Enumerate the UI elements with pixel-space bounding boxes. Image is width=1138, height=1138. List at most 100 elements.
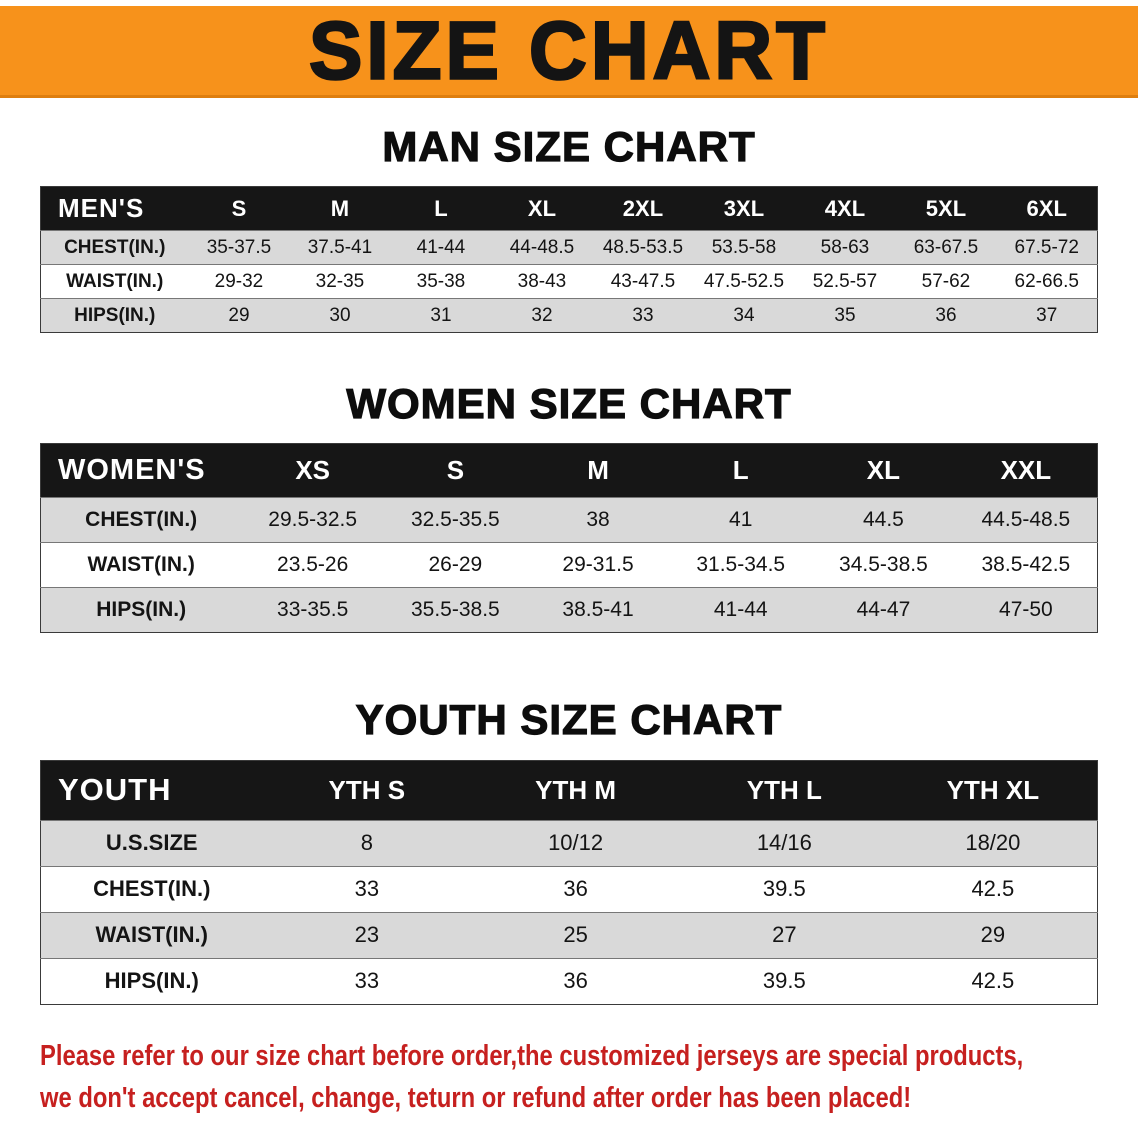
size-header-cell: XL — [812, 443, 955, 498]
size-value-cell: 8 — [262, 820, 472, 867]
size-value-cell: 42.5 — [888, 866, 1098, 913]
size-value-cell: 38.5-42.5 — [954, 542, 1098, 588]
size-value-cell: 27 — [679, 912, 889, 959]
size-value-cell: 44.5-48.5 — [954, 497, 1098, 543]
size-value-cell: 10/12 — [471, 820, 680, 867]
size-value-cell: 44.5 — [812, 497, 955, 543]
size-header-cell: S — [384, 443, 527, 498]
size-value-cell: 35-37.5 — [188, 230, 290, 265]
size-header-cell: YTH M — [471, 760, 680, 821]
size-header-cell: M — [289, 186, 391, 231]
table-name-cell: YOUTH — [40, 760, 263, 821]
page-title: SIZE CHART — [308, 4, 829, 96]
size-value-cell: 26-29 — [384, 542, 527, 588]
size-value-cell: 38 — [526, 497, 670, 543]
size-header-cell: 3XL — [693, 186, 795, 231]
size-value-cell: 38.5-41 — [526, 587, 670, 633]
size-value-cell: 41 — [669, 497, 813, 543]
row-label-cell: HIPS(IN.) — [40, 587, 242, 633]
size-value-cell: 43-47.5 — [592, 264, 694, 299]
row-label-cell: WAIST(IN.) — [40, 542, 242, 588]
size-value-cell: 29-31.5 — [526, 542, 670, 588]
row-label-cell: HIPS(IN.) — [40, 298, 189, 333]
size-value-cell: 67.5-72 — [996, 230, 1098, 265]
measurement-row: WAIST(IN.) 23 25 27 29 — [40, 912, 1098, 959]
size-value-cell: 58-63 — [794, 230, 896, 265]
size-header-cell: 5XL — [895, 186, 997, 231]
measurement-row: CHEST(IN.) 29.5-32.5 32.5-35.5 38 41 44.5 44.5… — [40, 497, 1098, 543]
row-label-cell: WAIST(IN.) — [40, 912, 263, 959]
size-value-cell: 37 — [996, 298, 1098, 333]
size-header-cell: YTH S — [262, 760, 472, 821]
size-value-cell: 39.5 — [679, 866, 889, 913]
size-value-cell: 32-35 — [289, 264, 391, 299]
size-value-cell: 29.5-32.5 — [241, 497, 385, 543]
youth-section-heading: YOUTH SIZE CHART — [355, 696, 783, 744]
size-value-cell: 48.5-53.5 — [592, 230, 694, 265]
row-label-cell: CHEST(IN.) — [40, 230, 189, 265]
measurement-row: WAIST(IN.) 23.5-26 26-29 29-31.5 31.5-34.5 34… — [40, 542, 1098, 588]
measurement-row: CHEST(IN.) 33 36 39.5 42.5 — [40, 866, 1098, 913]
size-header-cell: YTH XL — [888, 760, 1098, 821]
size-header-cell: 4XL — [794, 186, 896, 231]
youth-size-section: YOUTH SIZE CHART YOUTH YTH S YTH M YTH L YTH… — [0, 696, 1138, 1005]
row-label-cell: U.S.SIZE — [40, 820, 263, 867]
size-header-cell: S — [188, 186, 290, 231]
size-value-cell: 53.5-58 — [693, 230, 795, 265]
size-value-cell: 44-48.5 — [491, 230, 593, 265]
size-header-cell: L — [669, 443, 813, 498]
table-name-cell: WOMEN'S — [40, 443, 242, 498]
size-header-cell: XS — [241, 443, 385, 498]
row-label-cell: CHEST(IN.) — [40, 866, 263, 913]
measurement-row: CHEST(IN.) 35-37.5 37.5-41 41-44 44-48.5 48.5… — [40, 230, 1098, 265]
size-value-cell: 32.5-35.5 — [384, 497, 527, 543]
size-value-cell: 35 — [794, 298, 896, 333]
men-size-table: MEN'S S M L XL 2XL 3XL 4XL 5XL 6XL CHEST(IN.) 35-37… — [40, 186, 1098, 334]
women-size-table: WOMEN'S XS S M L XL XXL CHEST(IN.) 29.5-32.5 32.5… — [40, 443, 1098, 634]
size-value-cell: 42.5 — [888, 958, 1098, 1005]
row-label-cell: CHEST(IN.) — [40, 497, 242, 543]
size-value-cell: 44-47 — [812, 587, 955, 633]
size-value-cell: 35.5-38.5 — [384, 587, 527, 633]
row-label-cell: HIPS(IN.) — [40, 958, 263, 1005]
measurement-row: HIPS(IN.) 33-35.5 35.5-38.5 38.5-41 41-44 44-… — [40, 587, 1098, 633]
women-section-heading: WOMEN SIZE CHART — [346, 380, 792, 428]
row-label-cell: WAIST(IN.) — [40, 264, 189, 299]
footer-notice: Please refer to our size chart before or… — [40, 1035, 1138, 1119]
notice-line-1: Please refer to our size chart before or… — [40, 1039, 1024, 1072]
size-header-cell: L — [390, 186, 492, 231]
size-value-cell: 30 — [289, 298, 391, 333]
size-value-cell: 29 — [888, 912, 1098, 959]
size-value-cell: 18/20 — [888, 820, 1098, 867]
size-header-cell: 2XL — [592, 186, 694, 231]
size-value-cell: 63-67.5 — [895, 230, 997, 265]
size-value-cell: 31 — [390, 298, 492, 333]
men-size-section: MAN SIZE CHART MEN'S S M L XL 2XL 3XL 4XL 5XL 6XL… — [0, 123, 1138, 334]
women-size-section: WOMEN SIZE CHART WOMEN'S XS S M L XL XXL CHEST(… — [0, 380, 1138, 634]
size-value-cell: 47-50 — [954, 587, 1098, 633]
size-value-cell: 34 — [693, 298, 795, 333]
size-value-cell: 29 — [188, 298, 290, 333]
size-value-cell: 34.5-38.5 — [812, 542, 955, 588]
size-value-cell: 47.5-52.5 — [693, 264, 795, 299]
size-value-cell: 23 — [262, 912, 472, 959]
size-chart-page: SIZE CHART MAN SIZE CHART MEN'S S M L XL 2XL 3… — [0, 6, 1138, 1119]
size-value-cell: 57-62 — [895, 264, 997, 299]
notice-line-2: we don't accept cancel, change, teturn o… — [40, 1081, 912, 1114]
size-header-cell: XL — [491, 186, 593, 231]
size-value-cell: 52.5-57 — [794, 264, 896, 299]
size-value-cell: 36 — [895, 298, 997, 333]
size-value-cell: 14/16 — [679, 820, 889, 867]
size-value-cell: 33 — [592, 298, 694, 333]
size-value-cell: 38-43 — [491, 264, 593, 299]
size-value-cell: 39.5 — [679, 958, 889, 1005]
size-header-cell: 6XL — [996, 186, 1098, 231]
table-name-cell: MEN'S — [40, 186, 189, 231]
size-value-cell: 33 — [262, 866, 472, 913]
measurement-row: HIPS(IN.) 29 30 31 32 33 34 35 36 37 — [40, 298, 1098, 333]
size-header-cell: XXL — [954, 443, 1098, 498]
size-value-cell: 31.5-34.5 — [669, 542, 813, 588]
size-value-cell: 62-66.5 — [996, 264, 1098, 299]
size-value-cell: 23.5-26 — [241, 542, 385, 588]
measurement-row: HIPS(IN.) 33 36 39.5 42.5 — [40, 958, 1098, 1005]
